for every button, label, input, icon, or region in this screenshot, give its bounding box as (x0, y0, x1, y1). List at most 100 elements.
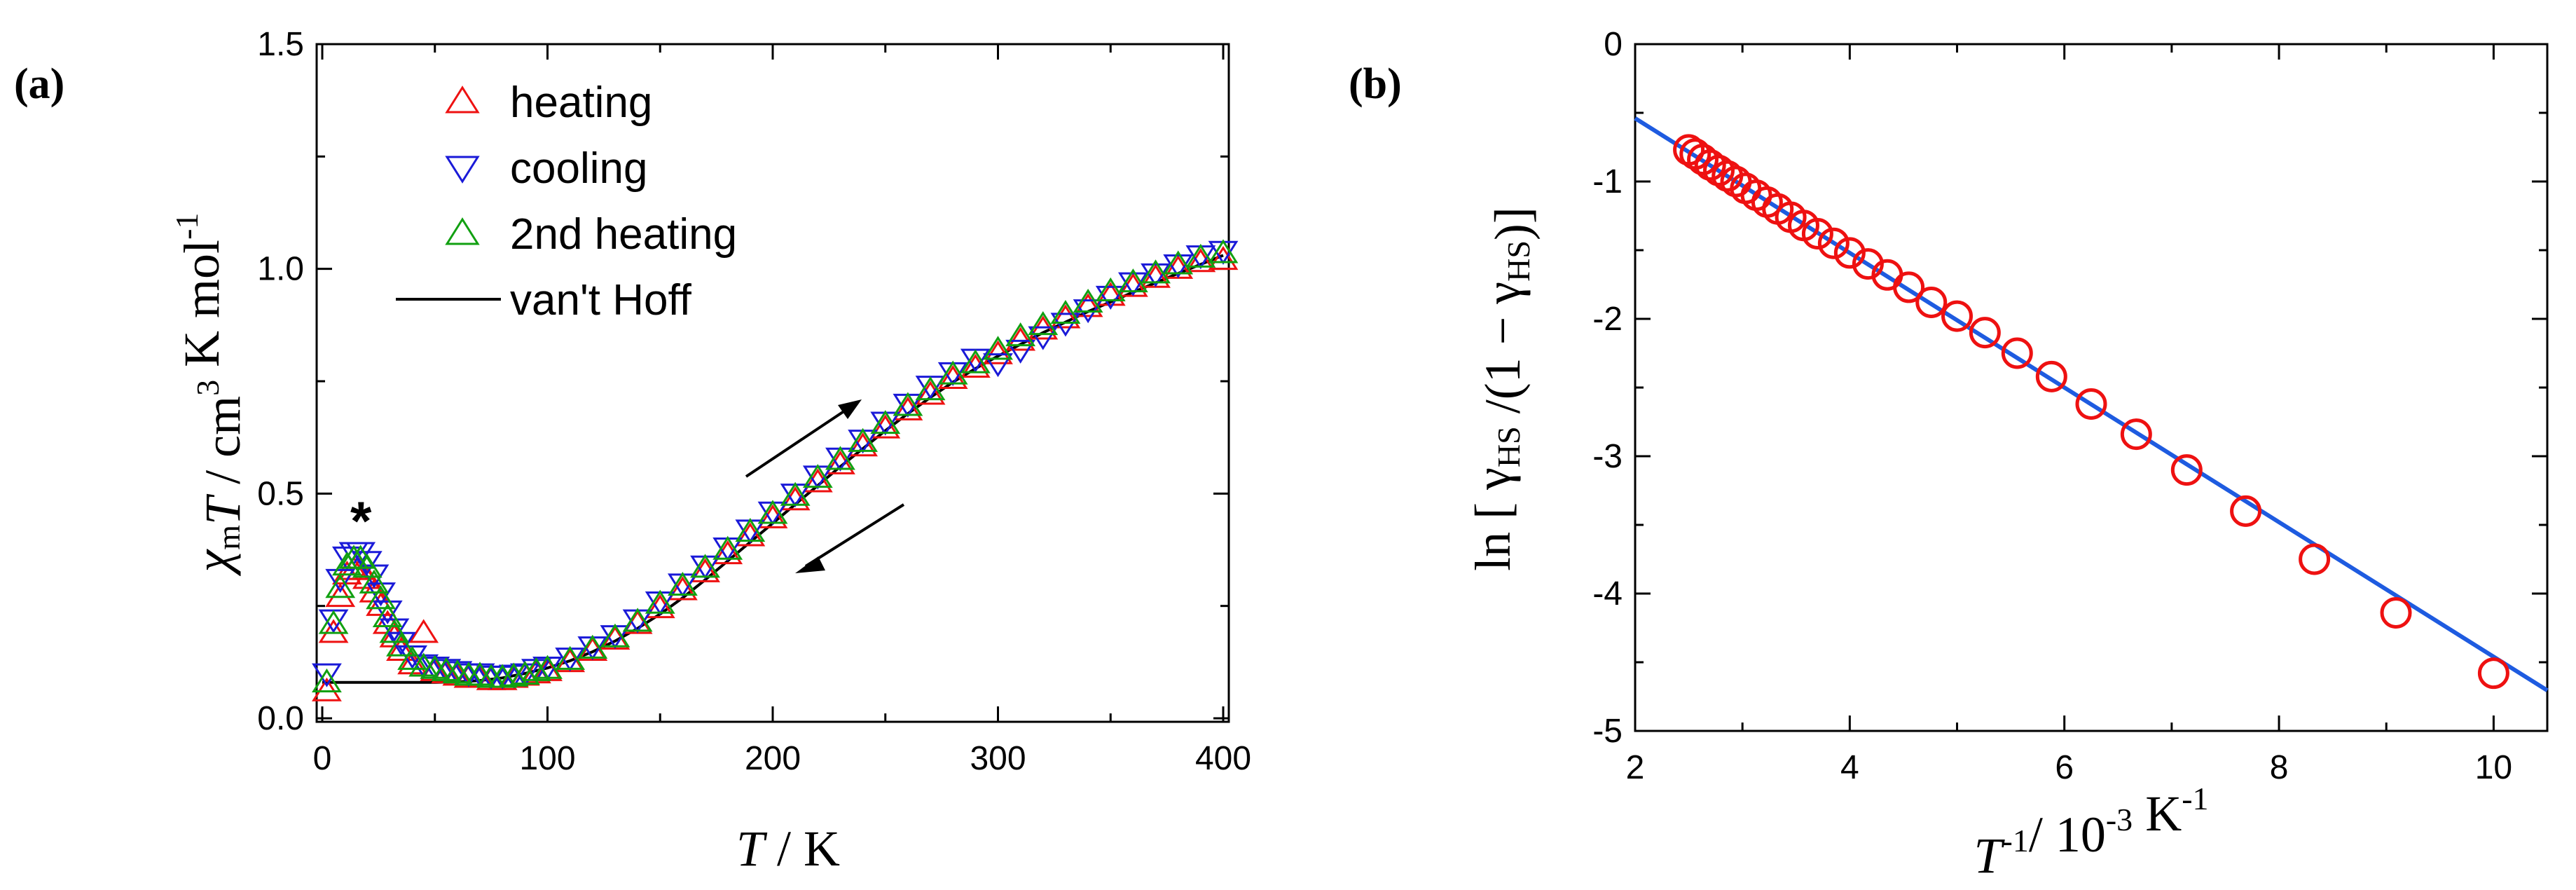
data-point (487, 664, 518, 688)
x-tick-label: 200 (745, 740, 801, 777)
legend-label: cooling (510, 144, 647, 193)
legend-label: van't Hoff (510, 276, 692, 324)
data-point (937, 364, 968, 390)
data-point (780, 486, 811, 511)
data-point (379, 619, 410, 643)
legend-marker-swatch (445, 217, 480, 245)
data-point (667, 571, 698, 596)
data-point (1852, 248, 1884, 280)
data-point (408, 619, 439, 643)
x-tick-label: 0 (313, 740, 332, 777)
panel-b: (b) 2 4 6 8 10 0 -1 -2 -3 -4 -5 T-1/ 10-3 K-1 ln [… (1349, 26, 2549, 884)
data-point (645, 594, 675, 619)
data-point (312, 677, 342, 701)
y-tick-label: -2 (1592, 301, 1623, 338)
peak-annotation-star: * (350, 490, 372, 552)
data-point (893, 396, 923, 420)
y-tick-label: 0.0 (257, 700, 304, 737)
y-tick-label: 0 (1604, 26, 1623, 63)
data-point (1208, 246, 1239, 271)
x-tick-label: 300 (970, 740, 1026, 777)
data-point (960, 353, 991, 378)
data-point (1095, 282, 1126, 306)
data-point (915, 376, 946, 401)
data-point (318, 610, 349, 634)
data-point (359, 569, 390, 594)
data-point (735, 522, 766, 547)
data-point (2075, 388, 2107, 420)
linear-fit-line (1634, 116, 2549, 692)
data-point (325, 568, 356, 594)
panel-a-markers (312, 239, 1239, 701)
data-point (312, 668, 342, 692)
data-point (386, 632, 416, 657)
heating-arrow (745, 399, 862, 478)
panel-a-plot-frame (315, 43, 1230, 723)
data-point (386, 636, 416, 662)
legend-entry: 2nd heating (445, 210, 737, 259)
data-point (1050, 299, 1081, 324)
data-point (1073, 288, 1103, 313)
data-point (521, 657, 551, 681)
data-point (2299, 543, 2331, 575)
data-point (1941, 300, 1974, 332)
legend-marker-swatch (445, 156, 480, 184)
series-heating (312, 246, 1239, 701)
data-point (848, 432, 879, 457)
data-point (690, 554, 720, 578)
data-point (915, 381, 946, 405)
data-point (1005, 322, 1036, 347)
data-point (893, 392, 923, 416)
panel-a-y-axis-label: χmT / cm3 K mol-1 (169, 213, 251, 577)
x-tick-label: 100 (519, 740, 575, 777)
data-point (1801, 217, 1833, 249)
data-point (1185, 248, 1216, 273)
data-point (1185, 243, 1216, 268)
x-tick-label: 10 (2475, 749, 2512, 786)
data-point (600, 623, 631, 648)
data-point (352, 551, 383, 575)
data-point (1050, 304, 1081, 329)
data-point (366, 585, 397, 610)
data-point (325, 583, 356, 608)
legend-entry: heating (445, 78, 652, 127)
data-point (825, 450, 855, 474)
data-point (1117, 268, 1148, 293)
data-point (331, 560, 362, 585)
data-point (1117, 272, 1148, 296)
data-point (712, 540, 743, 565)
data-point (1005, 339, 1036, 364)
panel-b-ticks: 2 4 6 8 10 0 -1 -2 -3 -4 -5 (1592, 26, 2547, 786)
data-point (1163, 254, 1194, 279)
panel-a-ticks: 0 100 200 300 400 0.0 0.5 1.0 1.5 (257, 26, 1251, 777)
data-point (2035, 360, 2067, 392)
panel-a-legend: heating cooling 2nd heating van't Hoff (396, 78, 737, 324)
x-tick-label: 400 (1195, 740, 1251, 777)
legend-marker-swatch (445, 85, 480, 114)
data-point (555, 645, 586, 670)
data-point (690, 558, 720, 582)
data-point (1073, 293, 1103, 317)
data-point (352, 554, 383, 578)
data-point (1141, 259, 1171, 284)
panel-b-markers (1673, 134, 2509, 690)
data-point (312, 663, 342, 687)
data-point (870, 414, 901, 439)
data-point (509, 660, 540, 685)
data-point (1028, 311, 1059, 336)
data-point (1833, 237, 1866, 269)
series-2nd-heating (312, 239, 1239, 692)
data-point (645, 589, 675, 614)
data-point (1702, 154, 1735, 186)
data-point (2170, 454, 2203, 486)
data-point (802, 464, 833, 488)
data-point (622, 608, 653, 632)
legend-label: heating (510, 78, 652, 127)
data-point (667, 576, 698, 601)
data-point (325, 574, 356, 598)
data-point (2120, 418, 2152, 451)
data-point (1028, 326, 1059, 350)
panel-b-x-axis-label: T-1/ 10-3 K-1 (1974, 781, 2208, 884)
data-point (372, 603, 403, 627)
data-point (1969, 317, 2001, 349)
